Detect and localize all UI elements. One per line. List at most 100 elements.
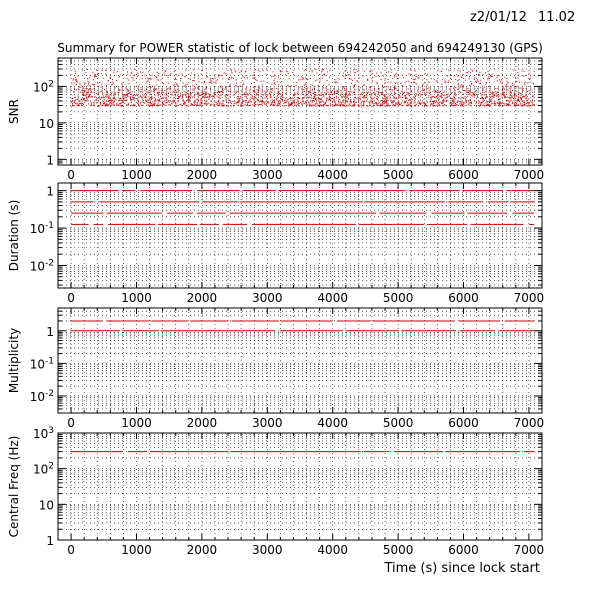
event-point <box>261 102 263 104</box>
event-point <box>203 82 205 84</box>
event-point <box>373 105 375 107</box>
event-point <box>154 103 156 105</box>
event-point <box>435 80 437 82</box>
event-point <box>207 96 209 98</box>
event-point <box>531 95 533 97</box>
event-point <box>74 96 76 98</box>
event-point <box>249 104 251 106</box>
event-point <box>237 95 239 97</box>
event-point <box>444 100 446 102</box>
event-point <box>271 89 273 91</box>
event-point <box>208 97 210 99</box>
event-point <box>389 97 391 99</box>
event-point <box>158 79 160 81</box>
event-point <box>424 82 426 84</box>
event-point <box>352 104 354 106</box>
event-point <box>316 79 318 81</box>
event-point <box>418 94 420 96</box>
event-point <box>461 74 463 76</box>
event-point <box>460 104 462 106</box>
event-point <box>444 80 446 82</box>
event-point <box>384 95 386 97</box>
event-point <box>237 104 239 106</box>
event-point <box>311 105 313 107</box>
event-point <box>346 100 348 102</box>
event-point <box>296 105 298 107</box>
event-point <box>242 105 244 107</box>
event-point <box>434 91 436 93</box>
event-point <box>111 100 113 102</box>
event-point <box>404 95 406 97</box>
event-point <box>278 90 280 92</box>
event-point <box>314 88 316 90</box>
event-point <box>482 88 484 90</box>
event-point <box>442 95 444 97</box>
event-point <box>288 103 290 105</box>
event-point <box>149 101 151 103</box>
event-point <box>252 104 254 106</box>
event-point <box>454 102 456 104</box>
event-point <box>492 93 494 95</box>
event-point <box>160 104 162 106</box>
event-point <box>225 100 227 102</box>
event-point <box>447 96 449 98</box>
event-point <box>393 105 395 107</box>
event-point <box>511 82 513 84</box>
event-point <box>329 99 331 101</box>
event-point <box>95 75 97 77</box>
event-point <box>257 99 259 101</box>
event-point <box>507 99 509 101</box>
event-point <box>430 101 432 103</box>
event-point <box>335 81 337 83</box>
event-point <box>204 81 206 83</box>
event-point <box>87 100 89 102</box>
event-point <box>97 73 99 75</box>
event-point <box>96 69 98 71</box>
event-markers <box>71 68 536 107</box>
event-point <box>204 100 206 102</box>
event-point <box>363 95 365 97</box>
event-point <box>265 101 267 103</box>
event-point <box>278 93 280 95</box>
event-point <box>389 95 391 97</box>
event-point <box>323 69 325 71</box>
event-point <box>270 103 272 105</box>
event-point <box>112 100 114 102</box>
event-point <box>253 95 255 97</box>
event-point <box>158 91 160 93</box>
event-point <box>290 97 292 99</box>
event-point <box>455 87 457 89</box>
x-tick-label: 1000 <box>121 416 152 430</box>
event-point <box>501 95 503 97</box>
event-point <box>491 73 493 75</box>
event-point <box>118 90 120 92</box>
event-point <box>226 105 228 107</box>
event-point <box>520 97 522 99</box>
event-point <box>168 104 170 106</box>
event-point <box>508 97 510 99</box>
event-point <box>263 103 265 105</box>
event-point <box>144 97 146 99</box>
event-point <box>383 94 385 96</box>
event-point <box>362 92 364 94</box>
event-point <box>327 97 329 99</box>
event-point <box>321 94 323 96</box>
event-point <box>162 103 164 105</box>
event-point <box>194 87 196 89</box>
event-point <box>407 102 409 104</box>
event-point <box>250 83 252 85</box>
event-point <box>318 102 320 104</box>
event-point <box>281 98 283 100</box>
event-point <box>244 95 246 97</box>
event-point <box>277 104 279 106</box>
event-point <box>431 96 433 98</box>
event-point <box>111 93 113 95</box>
event-point <box>93 84 95 86</box>
event-point <box>73 78 75 80</box>
event-point <box>119 105 121 107</box>
event-point <box>421 84 423 86</box>
event-point <box>251 101 253 103</box>
event-point <box>401 105 403 107</box>
event-point <box>483 94 485 96</box>
event-point <box>476 87 478 89</box>
